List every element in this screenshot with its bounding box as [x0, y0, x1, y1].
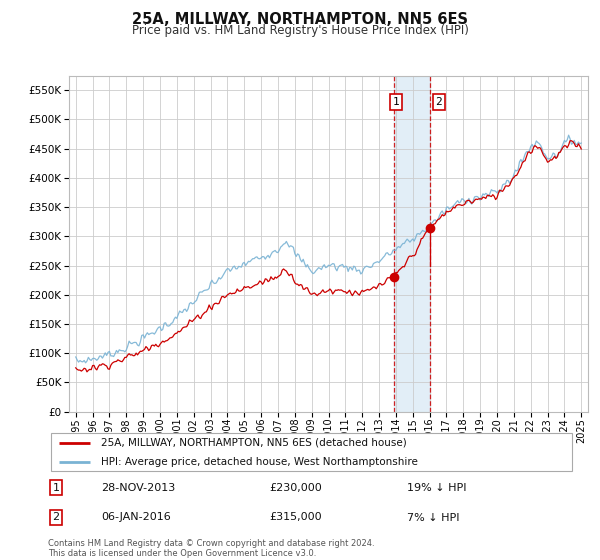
Text: HPI: Average price, detached house, West Northamptonshire: HPI: Average price, detached house, West…	[101, 457, 418, 467]
Text: £315,000: £315,000	[270, 512, 322, 522]
Text: Price paid vs. HM Land Registry's House Price Index (HPI): Price paid vs. HM Land Registry's House …	[131, 24, 469, 36]
Text: 19% ↓ HPI: 19% ↓ HPI	[407, 483, 467, 493]
Text: 06-JAN-2016: 06-JAN-2016	[101, 512, 170, 522]
Text: Contains HM Land Registry data © Crown copyright and database right 2024.
This d: Contains HM Land Registry data © Crown c…	[48, 539, 374, 558]
Text: 28-NOV-2013: 28-NOV-2013	[101, 483, 175, 493]
Text: 2: 2	[436, 97, 442, 107]
Bar	[394, 76, 430, 412]
Text: 1: 1	[52, 483, 59, 493]
Text: 25A, MILLWAY, NORTHAMPTON, NN5 6ES: 25A, MILLWAY, NORTHAMPTON, NN5 6ES	[132, 12, 468, 27]
Text: 1: 1	[392, 97, 399, 107]
Text: 2: 2	[52, 512, 59, 522]
Text: 7% ↓ HPI: 7% ↓ HPI	[407, 512, 460, 522]
Text: £230,000: £230,000	[270, 483, 323, 493]
FancyBboxPatch shape	[50, 433, 572, 471]
Text: 25A, MILLWAY, NORTHAMPTON, NN5 6ES (detached house): 25A, MILLWAY, NORTHAMPTON, NN5 6ES (deta…	[101, 437, 407, 447]
